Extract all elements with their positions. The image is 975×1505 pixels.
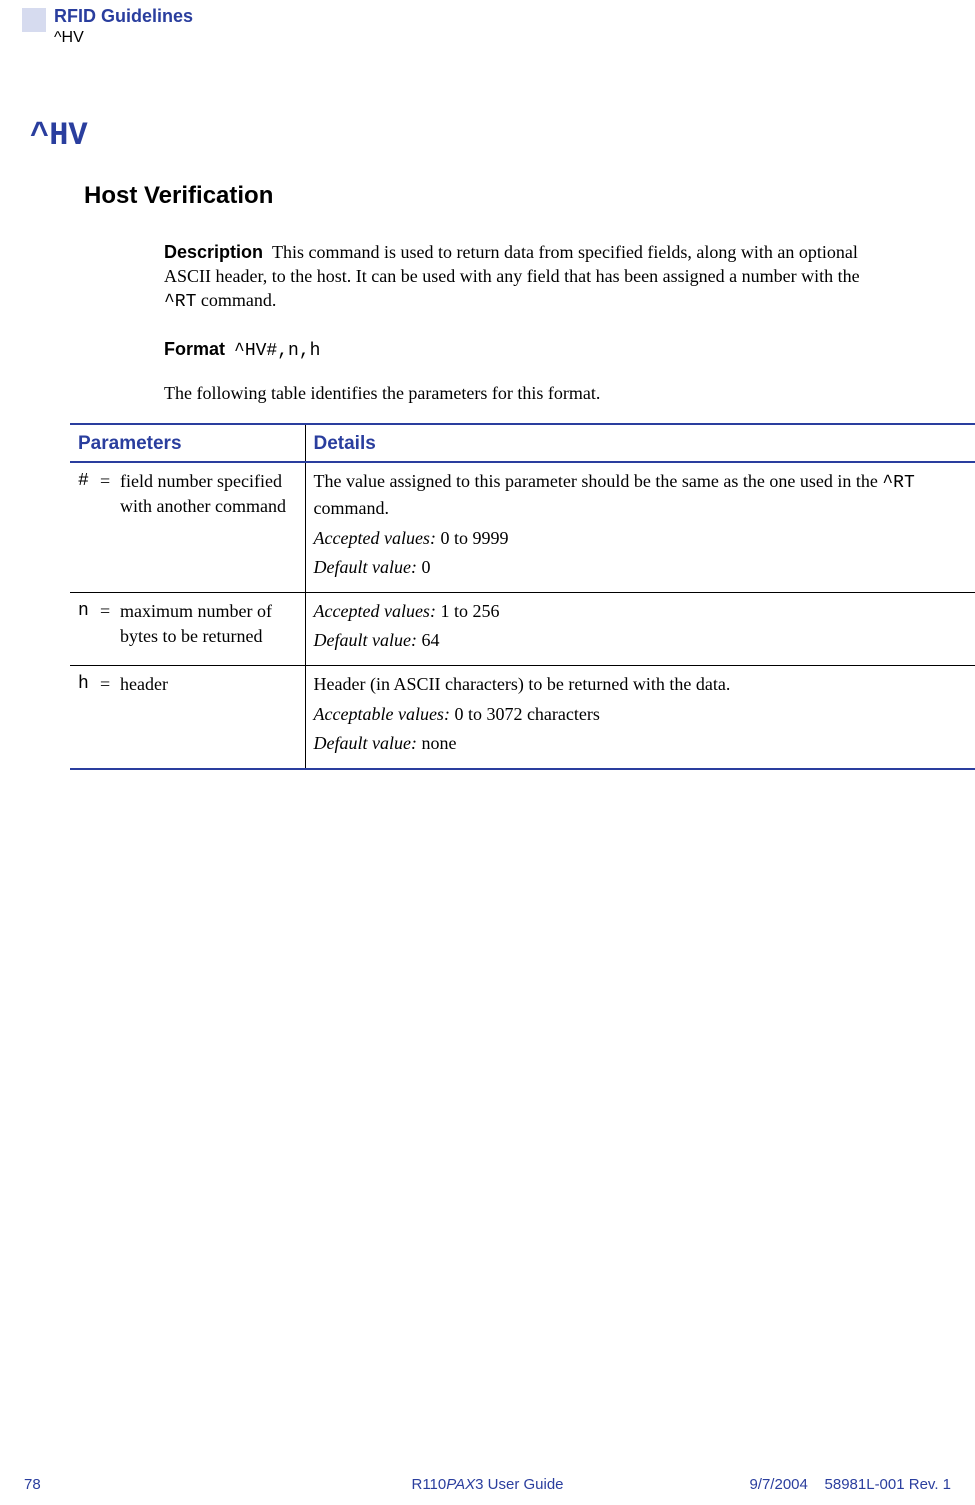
param-symbol: # [78,469,100,494]
page-header: RFID Guidelines ^HV [0,0,975,47]
default-label: Default value: [314,630,417,650]
table-row: h = header Header (in ASCII characters) … [70,666,975,769]
format-value: ^HV#,n,h [234,341,320,361]
detail-text-after: command. [314,498,389,518]
footer-date-rev: 9/7/2004 58981L-001 Rev. 1 [749,1476,951,1493]
col-details: Details [305,424,975,462]
param-text: header [120,672,168,697]
table-intro: The following table identifies the param… [164,381,895,405]
guide-ital: PAX [446,1476,475,1493]
param-symbol: n [78,599,100,624]
accepted-label: Accepted values: [314,528,436,548]
guide-suffix: 3 User Guide [475,1476,563,1493]
header-title: RFID Guidelines [54,6,193,28]
header-subtitle: ^HV [54,28,193,47]
param-text: field number specified with another comm… [120,469,295,519]
description-code: ^RT [164,292,196,312]
accepted-value: 0 to 3072 characters [450,704,600,724]
param-eq: = [100,469,120,494]
table-header-row: Parameters Details [70,424,975,462]
page-footer: 78 R110PAX3 User Guide 9/7/2004 58981L-0… [0,1476,975,1493]
description-label: Description [164,242,263,262]
description-text-before: This command is used to return data from… [164,242,860,286]
param-cell: n = maximum number of bytes to be return… [70,593,305,666]
command-subtitle: Host Verification [84,182,925,210]
format-label: Format [164,339,225,359]
header-accent-box [22,8,46,32]
default-label: Default value: [314,557,417,577]
guide-prefix: R110 [411,1476,446,1493]
description-block: Description This command is used to retu… [164,240,895,315]
description-text-after: command. [196,290,276,310]
footer-guide: R110PAX3 User Guide [411,1476,563,1493]
default-value: 0 [417,557,431,577]
detail-cell: Header (in ASCII characters) to be retur… [305,666,975,769]
param-cell: # = field number specified with another … [70,462,305,592]
detail-text-before: Header (in ASCII characters) to be retur… [314,674,731,694]
detail-cell: The value assigned to this parameter sho… [305,462,975,592]
page-number: 78 [24,1476,41,1493]
accepted-value: 1 to 256 [436,601,500,621]
accepted-value: 0 to 9999 [436,528,509,548]
default-value: none [417,733,457,753]
accepted-label: Acceptable values: [314,704,450,724]
table-row: # = field number specified with another … [70,462,975,592]
param-eq: = [100,672,120,697]
main-content: ^HV Host Verification Description This c… [0,47,975,770]
table-row: n = maximum number of bytes to be return… [70,593,975,666]
detail-text-before: The value assigned to this parameter sho… [314,471,883,491]
command-heading: ^HV [30,117,925,154]
col-parameters: Parameters [70,424,305,462]
detail-code: ^RT [882,473,914,493]
format-block: Format ^HV#,n,h [164,337,895,363]
header-text-block: RFID Guidelines ^HV [54,6,193,47]
param-symbol: h [78,672,100,697]
param-eq: = [100,599,120,624]
param-cell: h = header [70,666,305,769]
parameters-table: Parameters Details # = field number spec… [70,423,975,770]
accepted-label: Accepted values: [314,601,436,621]
default-label: Default value: [314,733,417,753]
detail-cell: Accepted values: 1 to 256 Default value:… [305,593,975,666]
default-value: 64 [417,630,440,650]
param-text: maximum number of bytes to be returned [120,599,295,649]
